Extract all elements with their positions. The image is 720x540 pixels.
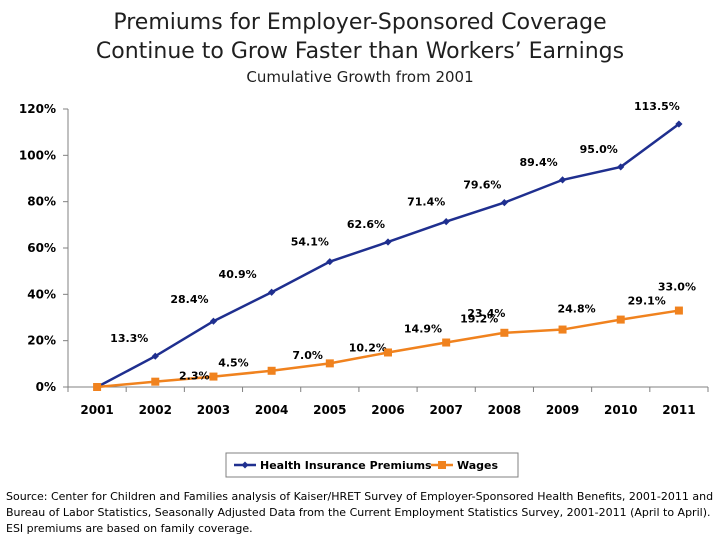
x-tick-label: 2005 (313, 403, 346, 417)
premiums-point (268, 288, 276, 296)
premiums-data-label: 71.4% (407, 196, 445, 209)
legend-box (225, 452, 519, 478)
premiums-point (442, 217, 450, 226)
wages-data-label: 2.3% (179, 370, 210, 383)
wages-data-label: 33.0% (658, 281, 696, 294)
x-tick-label: 2002 (139, 403, 172, 417)
wages-point (500, 328, 509, 337)
y-tick-label: 100% (19, 148, 56, 162)
x-tick-label: 2004 (255, 403, 288, 417)
premiums-point (209, 317, 218, 325)
x-tick-label: 2007 (429, 403, 462, 417)
wages-point (325, 359, 334, 368)
premiums-data-label: 54.1% (291, 236, 329, 249)
premiums-data-label: 28.4% (170, 293, 208, 306)
premiums-series-line (96, 123, 680, 389)
premiums-point (500, 198, 508, 207)
wages-point (558, 325, 567, 334)
x-tick-label: 2008 (488, 403, 521, 417)
premiums-data-label: 13.3% (110, 332, 148, 345)
legend-premiums-marker (241, 461, 249, 469)
wages-data-label: 10.2% (349, 341, 387, 354)
wages-point (93, 383, 102, 391)
wages-data-label: 4.5% (218, 357, 249, 370)
x-tick-label: 2009 (546, 403, 579, 417)
wages-point (209, 372, 218, 381)
premiums-data-label: 89.4% (519, 156, 557, 169)
wages-data-label: 14.9% (404, 322, 442, 335)
wages-data-label: 23.4% (467, 307, 505, 320)
title-block: Premiums for Employer-Sponsored Coverage… (0, 8, 720, 87)
wages-point (384, 348, 392, 357)
chart-title-line-1: Premiums for Employer-Sponsored Coverage (113, 10, 607, 35)
wages-data-label: 29.1% (628, 295, 666, 308)
x-tick-label: 2006 (371, 403, 404, 417)
chart-subtitle: Cumulative Growth from 2001 (246, 68, 474, 86)
premiums-data-label: 95.0% (580, 143, 618, 156)
premiums-point (151, 352, 159, 360)
premiums-point (675, 120, 683, 128)
premiums-data-label: 79.6% (463, 179, 501, 192)
y-tick-label: 0% (36, 380, 56, 394)
wages-data-label: 7.0% (292, 349, 323, 362)
chart-title-line-2: Continue to Grow Faster than Workers’ Ea… (95, 39, 625, 64)
y-tick-label: 60% (27, 241, 56, 255)
y-tick-label: 20% (27, 334, 56, 348)
x-tick-label: 2010 (604, 403, 637, 417)
premiums-data-label: 62.6% (347, 218, 385, 231)
legend-wages-marker (438, 461, 446, 469)
wages-point (151, 377, 160, 386)
wages-point (616, 315, 625, 324)
x-tick-label: 2011 (662, 403, 695, 417)
x-tick-label: 2001 (80, 403, 113, 417)
wages-data-label: 24.8% (557, 303, 595, 316)
y-tick-label: 40% (27, 287, 56, 301)
wages-point (674, 306, 683, 315)
premiums-point (326, 258, 334, 266)
premiums-data-label: 113.5% (634, 100, 680, 113)
premiums-point (384, 238, 392, 246)
premiums-point (617, 163, 625, 171)
y-tick-label: 120% (19, 102, 56, 116)
wages-point (442, 338, 451, 347)
y-tick-label: 80% (27, 195, 56, 209)
x-tick-label: 2003 (197, 403, 230, 417)
legend-premiums-label: Health Insurance Premiums (260, 459, 432, 472)
wages-data-label: 19.2% (460, 313, 498, 326)
source-note: Source: Center for Children and Families… (6, 490, 714, 535)
premiums-data-label: 40.9% (219, 268, 257, 281)
wages-point (267, 366, 276, 375)
legend-wages-label: Wages (457, 459, 498, 472)
premiums-point (558, 176, 567, 184)
